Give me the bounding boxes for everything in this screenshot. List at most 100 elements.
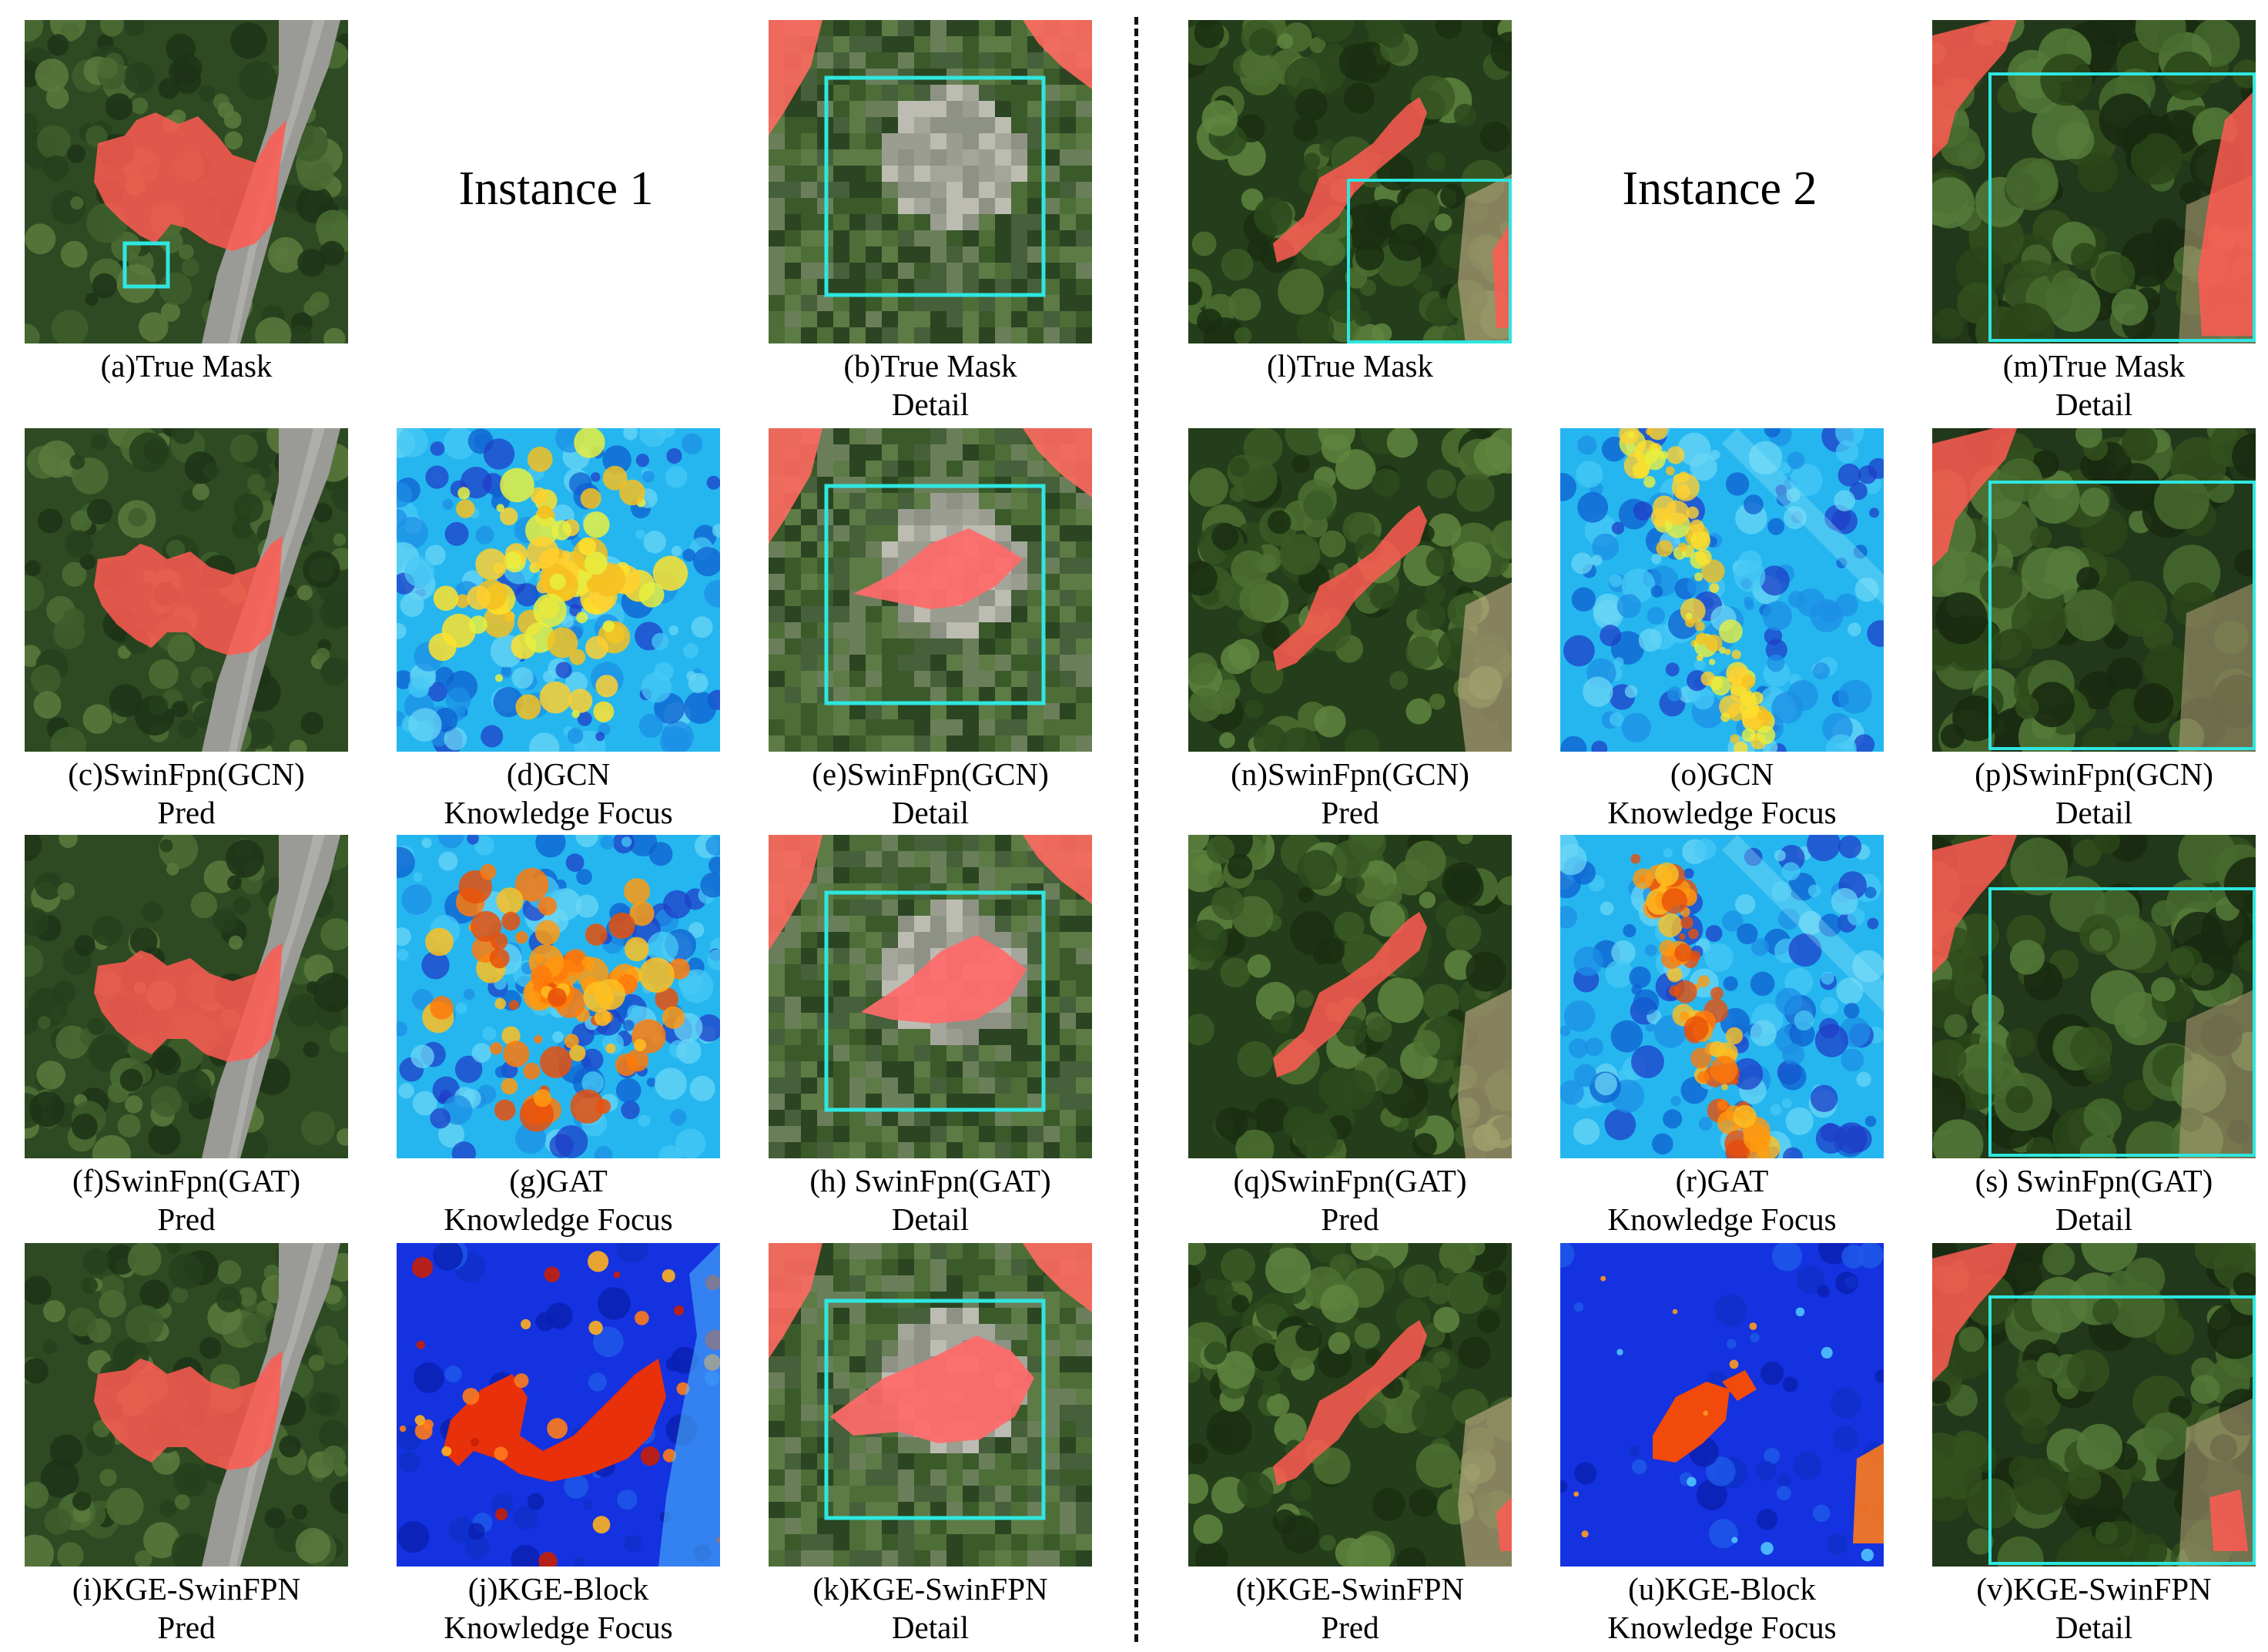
- panel-t: [1188, 1243, 1512, 1567]
- caption-k-line-1: (k)KGE-SwinFPN: [812, 1571, 1048, 1607]
- panel-j-image: [397, 1243, 720, 1567]
- caption-e-line-2: Detail: [891, 795, 970, 830]
- caption-f-line-1: (f)SwinFpn(GAT): [72, 1163, 301, 1198]
- caption-b-line-1: (b)True Mask: [843, 348, 1017, 384]
- panel-p-image: [1932, 428, 2256, 752]
- caption-m-line-2: Detail: [2055, 387, 2133, 422]
- caption-e-line-1: (e)SwinFpn(GCN): [812, 756, 1049, 792]
- panel-g-image: [397, 835, 720, 1158]
- panel-t-image: [1188, 1243, 1512, 1567]
- caption-m-line-1: (m)True Mask: [2002, 348, 2186, 384]
- caption-u: (u)KGE-Block Knowledge Focus: [1506, 1570, 1938, 1647]
- panel-f: [25, 835, 348, 1158]
- caption-i-line-1: (i)KGE-SwinFPN: [72, 1571, 301, 1607]
- panel-q: [1188, 835, 1512, 1158]
- panel-o-image: [1560, 428, 1884, 752]
- caption-u-line-1: (u)KGE-Block: [1628, 1571, 1816, 1607]
- caption-h: (h) SwinFpn(GAT) Detail: [715, 1161, 1146, 1238]
- panel-k: [769, 1243, 1092, 1567]
- panel-m: [1932, 20, 2256, 343]
- caption-o-line-1: (o)GCN: [1670, 756, 1774, 792]
- caption-a: (a)True Mask: [0, 347, 402, 385]
- panel-q-image: [1188, 835, 1512, 1158]
- caption-p-line-1: (p)SwinFpn(GCN): [1975, 756, 2213, 792]
- caption-c: (c)SwinFpn(GCN) Pred: [0, 755, 402, 832]
- caption-h-line-2: Detail: [891, 1201, 970, 1237]
- caption-r-line-1: (r)GAT: [1675, 1163, 1769, 1198]
- caption-d-line-2: Knowledge Focus: [444, 795, 673, 830]
- caption-t-line-2: Pred: [1321, 1610, 1379, 1645]
- panel-u-image: [1560, 1243, 1884, 1567]
- caption-v-line-2: Detail: [2055, 1610, 2133, 1645]
- caption-j-line-2: Knowledge Focus: [444, 1610, 673, 1645]
- panel-c-image: [25, 428, 348, 752]
- panel-v: [1932, 1243, 2256, 1567]
- panel-e-image: [769, 428, 1092, 752]
- caption-r: (r)GAT Knowledge Focus: [1506, 1161, 1938, 1238]
- panel-b: [769, 20, 1092, 343]
- caption-p: (p)SwinFpn(GCN) Detail: [1878, 755, 2268, 832]
- caption-u-line-2: Knowledge Focus: [1607, 1610, 1837, 1645]
- caption-l: (l)True Mask: [1134, 347, 1566, 385]
- caption-r-line-2: Knowledge Focus: [1607, 1201, 1837, 1237]
- panel-u: [1560, 1243, 1884, 1567]
- panel-h: [769, 835, 1092, 1158]
- panel-i: [25, 1243, 348, 1567]
- caption-v-line-1: (v)KGE-SwinFPN: [1976, 1571, 2212, 1607]
- caption-f: (f)SwinFpn(GAT) Pred: [0, 1161, 402, 1238]
- caption-d-line-1: (d)GCN: [506, 756, 611, 792]
- caption-t: (t)KGE-SwinFPN Pred: [1134, 1570, 1566, 1647]
- panel-n: [1188, 428, 1512, 752]
- caption-e: (e)SwinFpn(GCN) Detail: [715, 755, 1146, 832]
- caption-d: (d)GCN Knowledge Focus: [343, 755, 774, 832]
- panel-a-image: [25, 20, 348, 343]
- caption-j-line-1: (j)KGE-Block: [467, 1571, 649, 1607]
- panel-v-image: [1932, 1243, 2256, 1567]
- caption-h-line-1: (h) SwinFpn(GAT): [809, 1163, 1051, 1198]
- panel-h-image: [769, 835, 1092, 1158]
- caption-g-line-1: (g)GAT: [509, 1163, 608, 1198]
- panel-d-image: [397, 428, 720, 752]
- panel-o: [1560, 428, 1884, 752]
- caption-n: (n)SwinFpn(GCN) Pred: [1134, 755, 1566, 832]
- panel-s: [1932, 835, 2256, 1158]
- panel-g: [397, 835, 720, 1158]
- panel-j: [397, 1243, 720, 1567]
- caption-j: (j)KGE-Block Knowledge Focus: [343, 1570, 774, 1647]
- caption-g-line-2: Knowledge Focus: [444, 1201, 673, 1237]
- panel-i-image: [25, 1243, 348, 1567]
- caption-q: (q)SwinFpn(GAT) Pred: [1134, 1161, 1566, 1238]
- caption-f-line-2: Pred: [157, 1201, 216, 1237]
- panel-a: [25, 20, 348, 343]
- caption-b-line-2: Detail: [891, 387, 970, 422]
- caption-q-line-1: (q)SwinFpn(GAT): [1233, 1163, 1467, 1198]
- panel-f-image: [25, 835, 348, 1158]
- caption-g: (g)GAT Knowledge Focus: [343, 1161, 774, 1238]
- panel-r-image: [1560, 835, 1884, 1158]
- caption-k: (k)KGE-SwinFPN Detail: [715, 1570, 1146, 1647]
- caption-t-line-1: (t)KGE-SwinFPN: [1235, 1571, 1465, 1607]
- caption-p-line-2: Detail: [2055, 795, 2133, 830]
- caption-b: (b)True Mask Detail: [715, 347, 1146, 424]
- caption-o-line-2: Knowledge Focus: [1607, 795, 1837, 830]
- panel-b-image: [769, 20, 1092, 343]
- caption-m: (m)True Mask Detail: [1878, 347, 2268, 424]
- caption-n-line-1: (n)SwinFpn(GCN): [1231, 756, 1469, 792]
- caption-n-line-2: Pred: [1321, 795, 1379, 830]
- caption-c-line-2: Pred: [157, 795, 216, 830]
- caption-s-line-1: (s) SwinFpn(GAT): [1975, 1163, 2213, 1198]
- caption-s-line-2: Detail: [2055, 1201, 2133, 1237]
- panel-e: [769, 428, 1092, 752]
- instance-2-title: Instance 2: [1622, 163, 1817, 215]
- caption-a-line-1: (a)True Mask: [100, 348, 273, 384]
- caption-k-line-2: Detail: [891, 1610, 970, 1645]
- panel-m-image: [1932, 20, 2256, 343]
- panel-d: [397, 428, 720, 752]
- panel-c: [25, 428, 348, 752]
- panel-l-image: [1188, 20, 1512, 343]
- caption-c-line-1: (c)SwinFpn(GCN): [68, 756, 305, 792]
- caption-i-line-2: Pred: [157, 1610, 216, 1645]
- panel-p: [1932, 428, 2256, 752]
- caption-v: (v)KGE-SwinFPN Detail: [1878, 1570, 2268, 1647]
- caption-s: (s) SwinFpn(GAT) Detail: [1878, 1161, 2268, 1238]
